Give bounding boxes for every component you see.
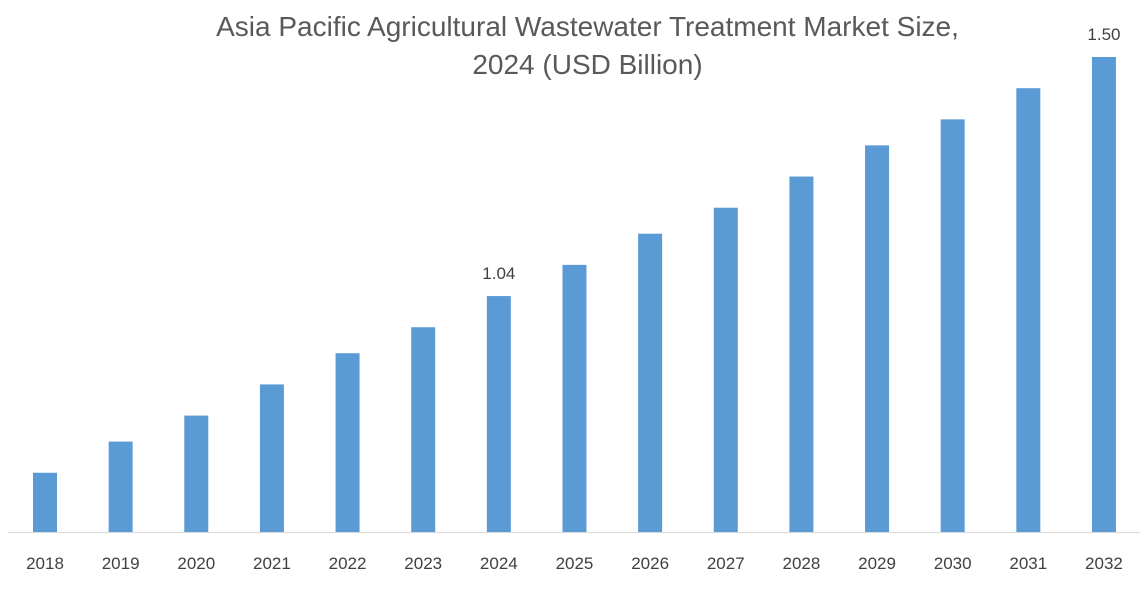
- bar-2032: [1091, 57, 1116, 532]
- x-tick-label-2021: 2021: [253, 554, 291, 573]
- x-tick-label-2026: 2026: [631, 554, 669, 573]
- x-tick-label-2029: 2029: [858, 554, 896, 573]
- data-label-2024: 1.04: [482, 264, 515, 283]
- x-tick-label-2020: 2020: [177, 554, 215, 573]
- bar-2024: [486, 296, 511, 532]
- bar-2018: [33, 472, 57, 532]
- data-label-2032: 1.50: [1087, 25, 1120, 44]
- x-tick-label-2028: 2028: [782, 554, 820, 573]
- x-tick-label-2032: 2032: [1085, 554, 1123, 573]
- x-tick-label-2019: 2019: [102, 554, 140, 573]
- x-tick-label-2022: 2022: [329, 554, 367, 573]
- bar-2025: [562, 264, 587, 532]
- x-tick-label-2030: 2030: [934, 554, 972, 573]
- bar-2026: [638, 233, 663, 532]
- bar-2028: [789, 176, 814, 532]
- x-tick-label-2031: 2031: [1009, 554, 1047, 573]
- bar-2023: [411, 327, 436, 532]
- bar-2031: [1016, 88, 1041, 533]
- chart-title-line1: Asia Pacific Agricultural Wastewater Tre…: [216, 11, 959, 42]
- bar-2020: [184, 415, 209, 532]
- x-tick-label-2027: 2027: [707, 554, 745, 573]
- x-tick-label-2023: 2023: [404, 554, 442, 573]
- chart-title-line2: 2024 (USD Billion): [472, 49, 703, 80]
- bar-2029: [865, 145, 890, 533]
- bar-2019: [108, 441, 133, 532]
- bar-2027: [713, 207, 738, 532]
- x-tick-label-2024: 2024: [480, 554, 518, 573]
- bar-2022: [335, 353, 360, 532]
- x-tick-label-2018: 2018: [26, 554, 64, 573]
- bar-2030: [940, 119, 965, 533]
- chart-title: Asia Pacific Agricultural Wastewater Tre…: [0, 8, 1145, 84]
- x-tick-label-2025: 2025: [556, 554, 594, 573]
- bar-2021: [259, 384, 284, 532]
